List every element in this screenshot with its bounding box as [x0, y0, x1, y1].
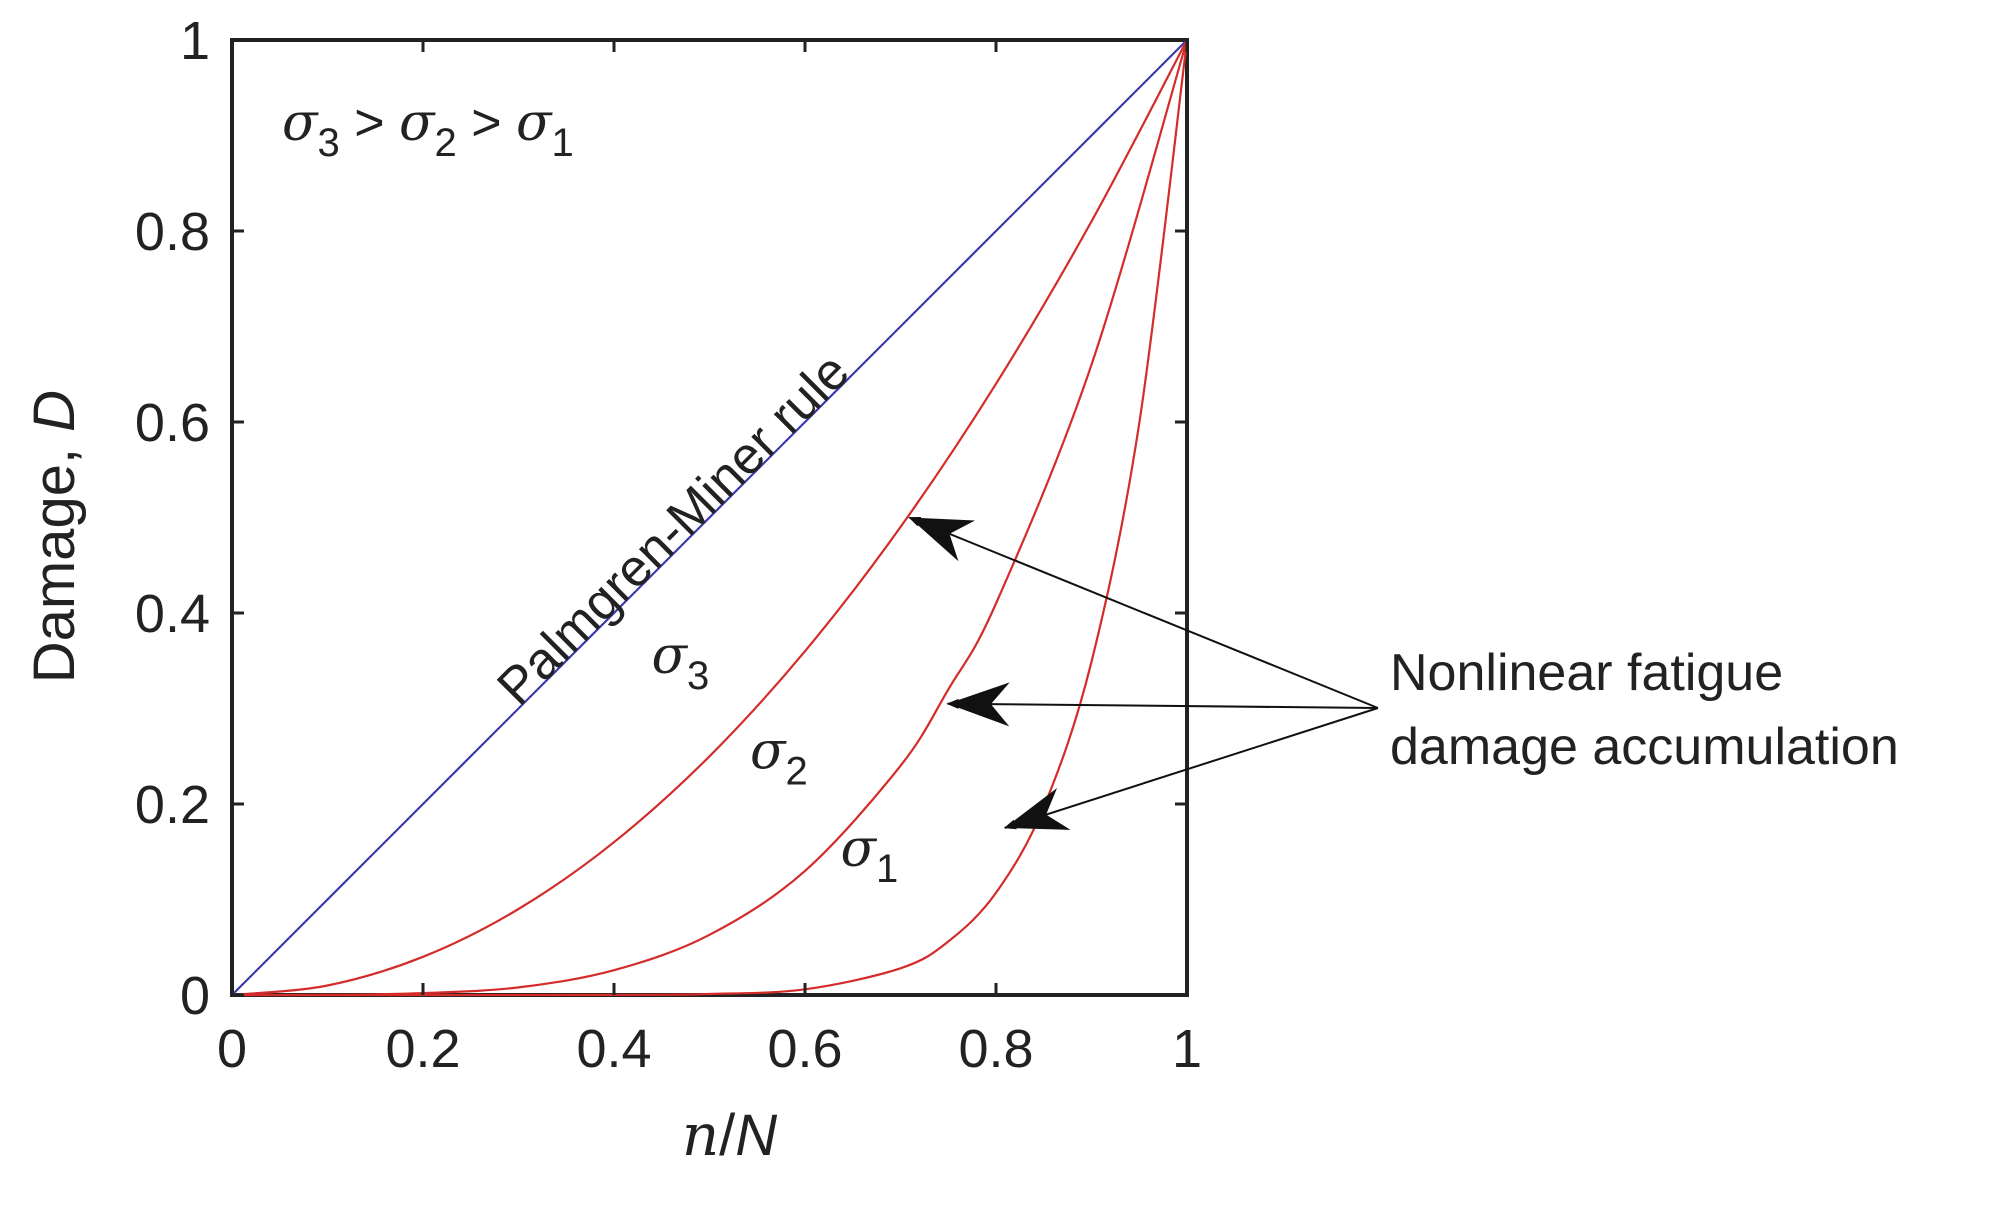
x-axis-title-n: n [682, 1101, 719, 1169]
curve-label-sigma-2-symbol: σ [750, 721, 787, 781]
callout-arrow-sigma-1 [1003, 707, 1379, 830]
curve-label-sigma-1-sub: 1 [876, 847, 898, 891]
ordering-gt-1: > [340, 94, 399, 152]
y-tick-label: 0.6 [135, 393, 210, 453]
tick-labels-layer: 0 0.2 0.4 0.6 0.8 1 0 0.2 0.4 0.6 0.8 1 [135, 11, 1202, 1079]
y-axis-title-prefix: Damage, [22, 432, 87, 683]
x-tick-label: 0.2 [385, 1019, 460, 1079]
callout-text-line-2: damage accumulation [1390, 718, 1899, 776]
curve-label-sigma-1: σ1 [841, 819, 899, 891]
ordering-gt-2: > [457, 94, 516, 152]
x-tick-label: 0.4 [576, 1019, 651, 1079]
x-tick-label: 0.8 [958, 1019, 1033, 1079]
y-tick-label: 0.2 [135, 775, 210, 835]
callout-arrow-sigma-2 [946, 698, 1379, 709]
ordering-sigma-3: σ [282, 93, 319, 153]
series-layer [231, 39, 1189, 997]
callout-arrow-sigma-2-head [947, 682, 1010, 727]
curve-label-sigma-3: σ3 [652, 626, 710, 698]
callout-text-line-1: Nonlinear fatigue [1390, 644, 1783, 702]
callout-arrow-sigma-1-head [1004, 787, 1071, 830]
x-axis-title-slash: / [719, 1103, 736, 1168]
y-tick-label: 0.8 [135, 202, 210, 262]
y-tick-label: 0 [180, 966, 210, 1026]
ordering-sub-2: 2 [435, 121, 457, 165]
series-sigma-2-curve [231, 39, 1189, 997]
ordering-sub-3: 3 [318, 121, 340, 165]
curve-label-sigma-2: σ2 [750, 721, 808, 793]
callout-arrows [908, 516, 1379, 830]
series-palmgren-miner-line [231, 39, 1188, 996]
x-tick-label: 0 [217, 1019, 247, 1079]
ticks-layer [230, 38, 1189, 997]
stress-ordering-label: σ3 > σ2 > σ1 [282, 93, 574, 165]
curve-label-sigma-3-sub: 3 [687, 654, 709, 698]
y-tick-label: 0.4 [135, 584, 210, 644]
series-sigma-3-curve [231, 39, 1188, 997]
ordering-sigma-2: σ [399, 93, 436, 153]
y-axis-title-symbol: D [22, 390, 87, 432]
x-axis-title: n/N [682, 1101, 777, 1169]
y-tick-label: 1 [180, 11, 210, 71]
y-axis-title: Damage, D [22, 390, 87, 683]
ordering-sub-1: 1 [552, 121, 574, 165]
ordering-sigma-1: σ [516, 93, 553, 153]
callout-arrow-sigma-3-head [909, 517, 975, 562]
x-tick-label: 1 [1172, 1019, 1202, 1079]
curve-label-sigma-1-symbol: σ [841, 819, 878, 879]
series-sigma-1-curve [231, 39, 1189, 997]
x-axis-title-N: N [735, 1103, 777, 1168]
callout-arrow-sigma-3 [908, 516, 1379, 709]
curve-label-sigma-3-symbol: σ [652, 626, 689, 686]
curve-label-sigma-2-sub: 2 [786, 749, 808, 793]
x-tick-label: 0.6 [767, 1019, 842, 1079]
